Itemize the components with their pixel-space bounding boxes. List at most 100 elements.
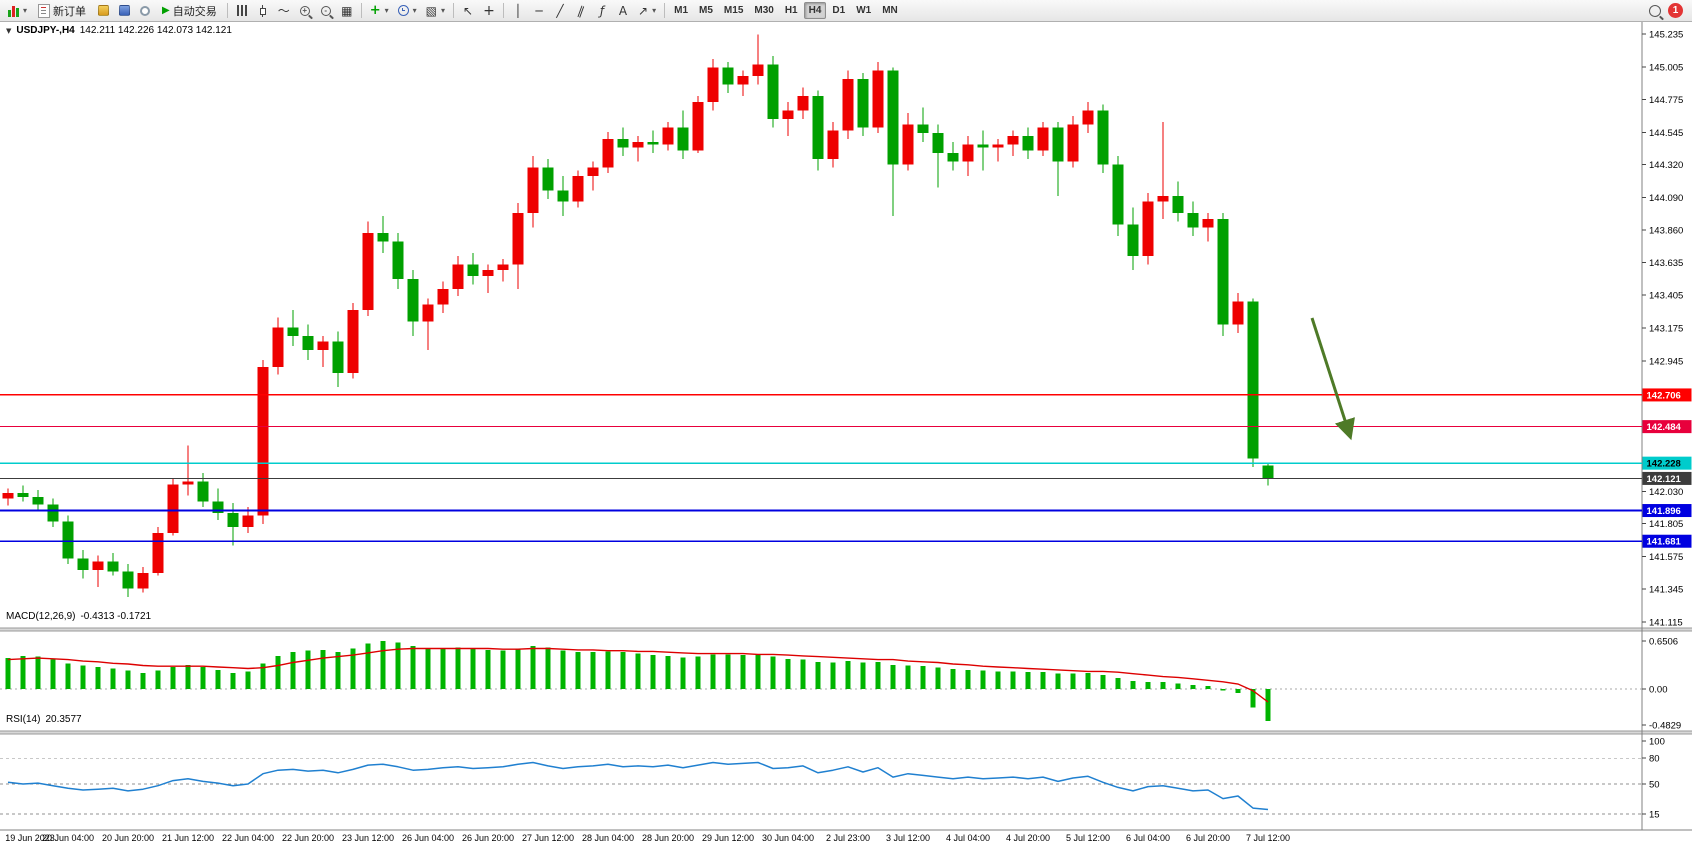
svg-text:145.235: 145.235 bbox=[1649, 30, 1683, 41]
svg-text:145.005: 145.005 bbox=[1649, 62, 1683, 73]
toolbar-separator bbox=[664, 3, 666, 18]
svg-text:143.860: 143.860 bbox=[1649, 226, 1683, 237]
candlestick-chart-icon bbox=[259, 4, 267, 17]
timeframe-m15-button[interactable]: M15 bbox=[719, 2, 748, 19]
horizontal-line-icon: ─ bbox=[535, 3, 543, 18]
cursor-icon: ↖ bbox=[463, 3, 474, 18]
horizontal-lines[interactable]: 142.706 142.484 142.228 142.121 141.896 141.6… bbox=[0, 388, 1692, 548]
svg-text:-0.4829: -0.4829 bbox=[1649, 721, 1681, 732]
bar-chart-mode-button[interactable] bbox=[232, 2, 252, 20]
svg-text:30 Jun 04:00: 30 Jun 04:00 bbox=[762, 833, 814, 843]
svg-text:141.681: 141.681 bbox=[1647, 537, 1682, 548]
timeframe-m5-button[interactable]: M5 bbox=[694, 2, 718, 19]
ohlc-values: 142.211 142.226 142.073 142.121 bbox=[79, 25, 232, 36]
svg-text:0.00: 0.00 bbox=[1649, 685, 1668, 696]
zoom-out-button[interactable]: - bbox=[316, 2, 336, 20]
periods-button[interactable]: ▾ bbox=[394, 2, 421, 20]
play-icon: ▶ bbox=[162, 4, 170, 16]
new-chart-icon bbox=[8, 5, 19, 17]
trendline-icon: ╱ bbox=[556, 3, 564, 18]
tile-windows-button[interactable]: ▦ bbox=[337, 2, 357, 20]
svg-text:100: 100 bbox=[1649, 737, 1665, 748]
svg-text:144.545: 144.545 bbox=[1649, 128, 1683, 139]
svg-text:142.945: 142.945 bbox=[1649, 356, 1683, 367]
main-toolbar: ▾ 新订单 ▶ 自动交易 ～ + - ▦ + ▾ ▾ ▧ bbox=[0, 0, 1692, 22]
svg-text:22 Jun 20:00: 22 Jun 20:00 bbox=[282, 833, 334, 843]
text-tool-icon: A bbox=[618, 3, 628, 18]
auto-trading-button[interactable]: ▶ 自动交易 bbox=[156, 2, 223, 20]
indicators-button[interactable]: + ▾ bbox=[366, 2, 393, 20]
macd-panel: 0.6506 0.00 -0.4829 bbox=[0, 637, 1681, 732]
channel-tool-button[interactable]: ∥ bbox=[571, 2, 591, 20]
arrow-annotation[interactable] bbox=[1310, 317, 1355, 441]
notification-badge[interactable]: 1 bbox=[1668, 3, 1683, 18]
svg-text:28 Jun 04:00: 28 Jun 04:00 bbox=[582, 833, 634, 843]
svg-text:141.896: 141.896 bbox=[1647, 506, 1681, 517]
svg-text:26 Jun 20:00: 26 Jun 20:00 bbox=[462, 833, 514, 843]
channel-icon: ∥ bbox=[575, 2, 587, 19]
panel-frame bbox=[0, 22, 1692, 831]
svg-text:143.175: 143.175 bbox=[1649, 324, 1683, 335]
candlesticks bbox=[2, 34, 1274, 598]
timeframe-h4-button[interactable]: H4 bbox=[803, 2, 827, 19]
svg-text:27 Jun 12:00: 27 Jun 12:00 bbox=[522, 833, 574, 843]
toolbar-separator bbox=[226, 3, 228, 18]
strategy-tester-icon bbox=[140, 5, 151, 16]
data-window-button[interactable] bbox=[114, 2, 134, 20]
timeframe-m1-button[interactable]: M1 bbox=[669, 2, 693, 19]
vertical-line-tool-button[interactable]: │ bbox=[508, 2, 528, 20]
arrows-tool-button[interactable]: ↗ ▾ bbox=[634, 2, 660, 20]
toolbar-right-group: 1 bbox=[1649, 3, 1683, 18]
macd-values: -0.4313 -0.1721 bbox=[80, 611, 152, 622]
strategy-tester-button[interactable] bbox=[135, 2, 155, 20]
crosshair-icon: + bbox=[483, 2, 495, 19]
timeframe-m30-button[interactable]: M30 bbox=[749, 2, 778, 19]
timeframe-mn-button[interactable]: MN bbox=[877, 2, 903, 19]
chevron-down-icon: ▾ bbox=[412, 6, 417, 15]
svg-text:141.805: 141.805 bbox=[1649, 519, 1683, 530]
new-chart-button[interactable]: ▾ bbox=[4, 2, 31, 20]
chart-window: 145.235 145.005 144.775 144.545 144.320 144.0… bbox=[0, 22, 1692, 846]
timeframe-w1-button[interactable]: W1 bbox=[851, 2, 876, 19]
template-icon: ▧ bbox=[425, 3, 438, 18]
data-window-icon bbox=[118, 5, 130, 16]
market-watch-button[interactable] bbox=[93, 2, 113, 20]
toolbar-separator bbox=[360, 3, 362, 18]
candlestick-mode-button[interactable] bbox=[253, 2, 273, 20]
svg-text:80: 80 bbox=[1649, 754, 1660, 765]
price-axis[interactable]: 145.235 145.005 144.775 144.545 144.320 144.0… bbox=[1642, 30, 1683, 629]
new-order-button[interactable]: 新订单 bbox=[32, 2, 92, 20]
svg-text:6 Jul 20:00: 6 Jul 20:00 bbox=[1186, 833, 1230, 843]
svg-text:143.405: 143.405 bbox=[1649, 291, 1683, 302]
cursor-tool-button[interactable]: ↖ bbox=[458, 2, 478, 20]
text-tool-button[interactable]: A bbox=[613, 2, 633, 20]
timeframe-group: M1 M5 M15 M30 H1 H4 D1 W1 MN bbox=[669, 2, 903, 19]
svg-text:19 Jun 2023: 19 Jun 2023 bbox=[5, 833, 55, 843]
timeframe-d1-button[interactable]: D1 bbox=[827, 2, 850, 19]
svg-text:20 Jun 20:00: 20 Jun 20:00 bbox=[102, 833, 154, 843]
svg-text:22 Jun 04:00: 22 Jun 04:00 bbox=[222, 833, 274, 843]
svg-text:143.635: 143.635 bbox=[1649, 258, 1683, 269]
timeframe-h1-button[interactable]: H1 bbox=[780, 2, 803, 19]
chevron-down-icon: ▾ bbox=[384, 6, 389, 15]
svg-text:142.706: 142.706 bbox=[1647, 390, 1681, 401]
templates-button[interactable]: ▧ ▾ bbox=[422, 2, 449, 20]
crosshair-tool-button[interactable]: + bbox=[479, 2, 499, 20]
svg-text:26 Jun 04:00: 26 Jun 04:00 bbox=[402, 833, 454, 843]
new-order-icon bbox=[38, 3, 51, 18]
symbol-period-label: USDJPY-,H4 bbox=[16, 25, 75, 36]
fibonacci-tool-button[interactable]: ƒ bbox=[592, 2, 612, 20]
search-icon[interactable] bbox=[1649, 4, 1661, 17]
trendline-tool-button[interactable]: ╱ bbox=[550, 2, 570, 20]
line-chart-icon: ～ bbox=[277, 3, 290, 18]
line-chart-mode-button[interactable]: ～ bbox=[274, 2, 294, 20]
expander-triangle-icon[interactable]: ▼ bbox=[6, 26, 12, 35]
horizontal-line-tool-button[interactable]: ─ bbox=[529, 2, 549, 20]
rsi-panel: 100 80 50 15 bbox=[0, 737, 1665, 821]
rsi-value: 20.3577 bbox=[45, 714, 82, 725]
chart-ohlc-header: ▼ USDJPY-,H4 142.211 142.226 142.073 142… bbox=[6, 25, 232, 36]
zoom-in-button[interactable]: + bbox=[295, 2, 315, 20]
chart-canvas[interactable]: 145.235 145.005 144.775 144.545 144.320 144.0… bbox=[0, 22, 1692, 846]
fibonacci-icon: ƒ bbox=[599, 3, 605, 18]
